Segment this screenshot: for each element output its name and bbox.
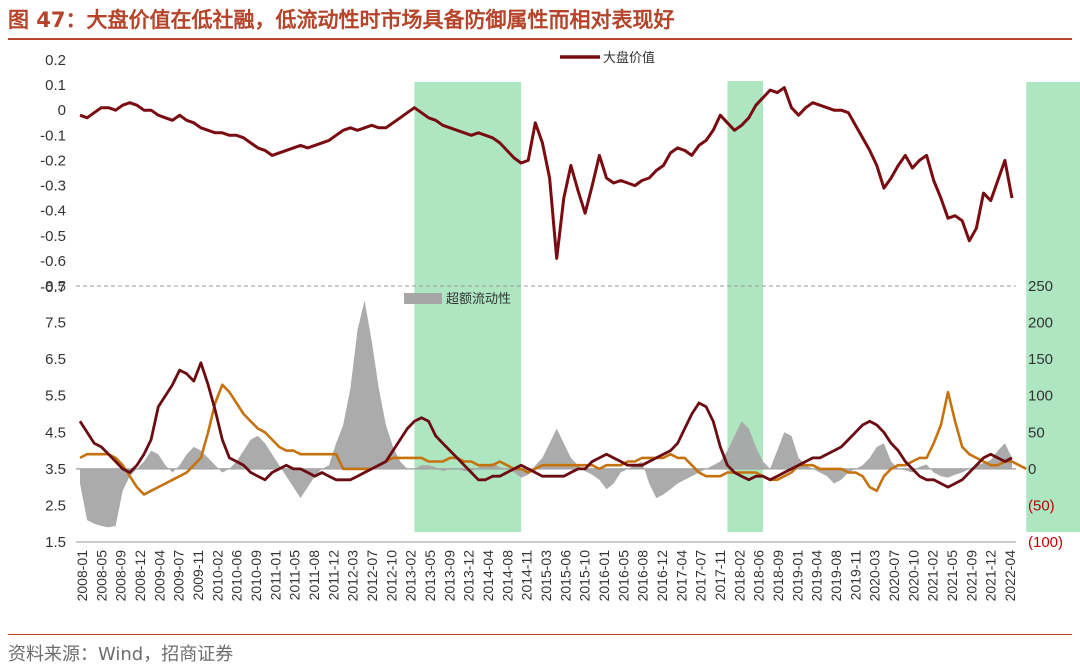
lower-dark-series [78, 361, 1013, 489]
x-tick-label: 2010-02 [209, 550, 225, 602]
x-tick-label: 2014-04 [480, 550, 496, 602]
x-tick-label: 2017-11 [712, 550, 728, 601]
x-tick-label: 2017-04 [673, 550, 689, 602]
lower-left-y-axis: 8.5 7.5 6.5 5.5 4.5 3.5 2.5 1.5 [45, 278, 66, 551]
highlight-band [1026, 82, 1080, 532]
x-tick-label: 2011-12 [325, 550, 341, 601]
upper-legend: 大盘价值 [560, 50, 655, 65]
lower-left-y-tick: 1.5 [45, 534, 66, 551]
x-tick-label: 2010-09 [248, 550, 264, 602]
lower-right-y-tick: 50 [1028, 424, 1045, 441]
x-tick-label: 2021-05 [944, 550, 960, 602]
x-tick-label: 2008-12 [132, 550, 148, 602]
lower-right-y-axis: 250 200 150 100 50 0 (50) (100) [1028, 278, 1063, 551]
x-tick-label: 2020-10 [905, 550, 921, 602]
x-tick-label: 2012-03 [345, 550, 361, 602]
x-tick-label: 2009-11 [190, 550, 206, 601]
x-tick-label: 2020-03 [867, 550, 883, 602]
x-tick-label: 2017-07 [693, 550, 709, 602]
figure-title: 图 47：大盘价值在低社融，低流动性时市场具备防御属性而相对表现好 [8, 8, 675, 32]
upper-legend-label: 大盘价值 [603, 50, 655, 65]
x-tick-label: 2016-08 [635, 550, 651, 602]
x-tick-label: 2012-10 [383, 550, 399, 602]
upper-y-tick: -0.5 [40, 228, 66, 245]
lower-right-y-tick: 200 [1028, 315, 1053, 332]
lower-legend-label: 超额流动性 [446, 291, 511, 306]
upper-y-tick: -0.3 [40, 178, 66, 195]
upper-y-tick: 0.1 [45, 77, 66, 94]
footer-rule [8, 634, 1072, 635]
excess-liquidity-series [80, 300, 1012, 528]
x-tick-label: 2008-09 [113, 550, 129, 602]
lower-right-y-tick: (50) [1028, 497, 1055, 514]
x-tick-label: 2011-01 [267, 550, 283, 601]
title-rule [8, 38, 1072, 40]
lower-right-y-tick: 0 [1028, 461, 1036, 478]
x-tick-label: 2010-06 [229, 550, 245, 602]
excess-liquidity-area [80, 300, 1012, 528]
lower-left-y-tick: 4.5 [45, 424, 66, 441]
x-tick-label: 2012-07 [364, 550, 380, 602]
x-tick-label: 2014-11 [519, 550, 535, 601]
upper-y-axis: 0.2 0.1 0 -0.1 -0.2 -0.3 -0.4 -0.5 -0.6 -0.7 [40, 52, 66, 296]
x-tick-label: 2020-07 [886, 550, 902, 602]
x-tick-label: 2016-01 [596, 550, 612, 602]
upper-y-tick: -0.2 [40, 152, 66, 169]
highlight-band [414, 82, 522, 532]
x-tick-label: 2018-02 [731, 550, 747, 602]
x-tick-label: 2011-08 [306, 550, 322, 601]
x-tick-label: 2015-03 [538, 550, 554, 602]
lower-left-y-tick: 5.5 [45, 388, 66, 405]
lower-right-y-tick: 150 [1028, 351, 1053, 368]
series-lines [78, 86, 1027, 496]
x-tick-label: 2019-01 [789, 550, 805, 602]
x-tick-label: 2022-04 [1002, 550, 1018, 602]
x-tick-label: 2008-05 [93, 550, 109, 602]
x-tick-label: 2018-06 [751, 550, 767, 602]
lower-left-y-tick: 8.5 [45, 278, 66, 295]
x-axis-labels: 2008-01 2008-05 2008-09 2008-12 2009-04 2009-… [74, 550, 1018, 602]
lower-legend: 超额流动性 [404, 291, 511, 306]
x-tick-label: 2019-04 [809, 550, 825, 602]
x-tick-label: 2008-01 [74, 550, 90, 602]
x-tick-label: 2011-05 [287, 550, 303, 601]
x-tick-label: 2013-05 [422, 550, 438, 602]
lower-left-y-tick: 7.5 [45, 315, 66, 332]
lower-right-y-tick: 250 [1028, 278, 1053, 295]
x-tick-label: 2021-12 [983, 550, 999, 602]
x-tick-label: 2013-09 [441, 550, 457, 602]
highlight-bands [414, 81, 1080, 532]
upper-y-tick: -0.1 [40, 127, 66, 144]
lower-legend-swatch [404, 293, 442, 304]
lower-right-y-tick: (100) [1028, 534, 1063, 551]
x-tick-label: 2013-02 [403, 550, 419, 602]
x-tick-label: 2013-12 [461, 550, 477, 602]
x-tick-label: 2009-04 [151, 550, 167, 602]
x-tick-label: 2019-11 [847, 550, 863, 601]
upper-y-tick: 0.2 [45, 52, 66, 69]
upper-y-tick: -0.7 [40, 279, 66, 296]
x-tick-label: 2014-08 [499, 550, 515, 602]
source-note: 资料来源：Wind，招商证券 [8, 644, 234, 665]
upper-y-tick: 0 [58, 102, 66, 119]
x-tick-label: 2016-12 [654, 550, 670, 602]
chart: 0.2 0.1 0 -0.1 -0.2 -0.3 -0.4 -0.5 -0.6 -0.7 8.5 7… [40, 50, 1080, 602]
x-tick-label: 2018-09 [770, 550, 786, 602]
upper-y-tick: -0.6 [40, 253, 66, 270]
value-series [79, 86, 1014, 260]
upper-y-tick: -0.4 [40, 203, 66, 220]
x-tick-label: 2015-10 [577, 550, 593, 602]
lower-orange-series [79, 383, 1027, 496]
x-tick-label: 2009-07 [171, 550, 187, 602]
x-tick-label: 2021-09 [963, 550, 979, 602]
lower-left-y-tick: 2.5 [45, 497, 66, 514]
x-tick-label: 2021-02 [925, 550, 941, 602]
x-tick-label: 2019-08 [828, 550, 844, 602]
x-tick-label: 2016-05 [615, 550, 631, 602]
lower-right-y-tick: 100 [1028, 388, 1053, 405]
lower-left-y-tick: 3.5 [45, 461, 66, 478]
x-tick-label: 2015-06 [557, 550, 573, 602]
lower-left-y-tick: 6.5 [45, 351, 66, 368]
